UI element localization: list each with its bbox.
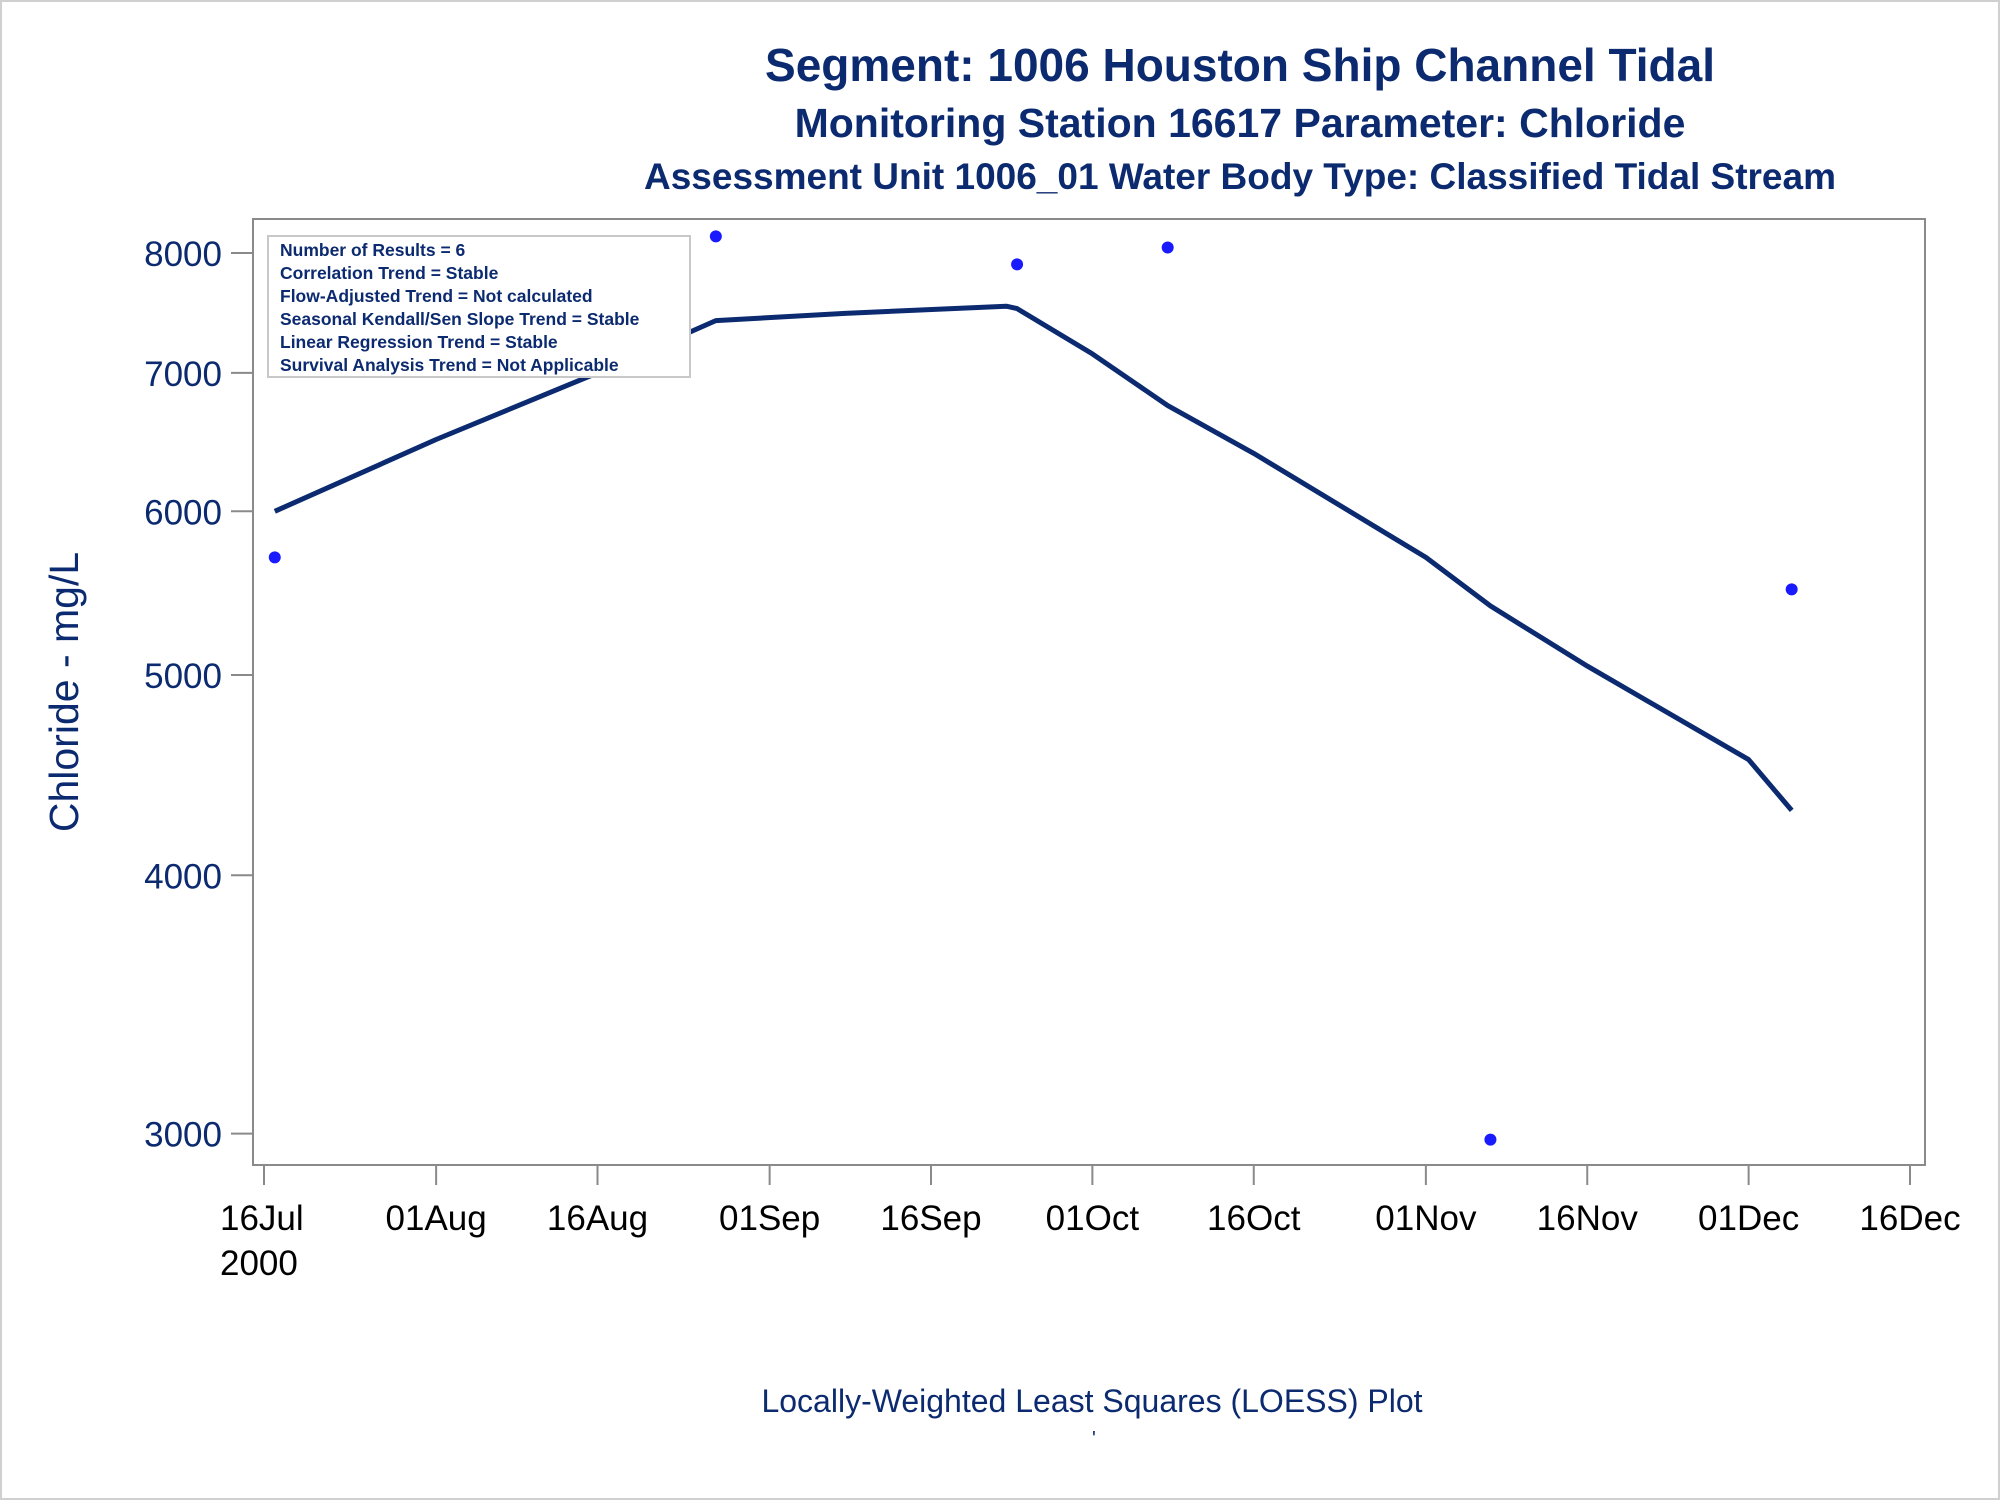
y-axis: 3000 4000 5000 6000 7000 8000 — [144, 235, 253, 1155]
stats-line: Number of Results = 6 — [280, 240, 466, 260]
chart-title: Segment: 1006 Houston Ship Channel Tidal — [765, 39, 1715, 91]
x-axis: 16Jul 2000 01Aug 16Aug 01Sep 16Sep 01Oct 16Oct 0… — [220, 1165, 1961, 1283]
y-axis-label: Chloride - mg/L — [41, 552, 87, 832]
x-tick-label: 16Nov — [1537, 1199, 1639, 1238]
stats-line: Survival Analysis Trend = Not Applicable — [280, 355, 619, 375]
x-tick-label: 16Oct — [1207, 1199, 1301, 1238]
y-tick-label: 8000 — [144, 235, 222, 274]
plot-area — [252, 218, 1926, 1166]
chart-subtitle: Monitoring Station 16617 Parameter: Chlo… — [794, 100, 1686, 146]
stats-box-frame — [267, 235, 691, 378]
x-tick-label: 16Dec — [1859, 1199, 1960, 1238]
chart-subtitle-2: Assessment Unit 1006_01 Water Body Type:… — [644, 156, 1836, 197]
stats-line: Seasonal Kendall/Sen Slope Trend = Stabl… — [280, 309, 640, 329]
loess-line — [273, 303, 1794, 813]
data-point — [1161, 241, 1174, 254]
data-point — [1785, 583, 1798, 596]
y-tick-label: 6000 — [144, 493, 222, 532]
footer-mark: ' — [1092, 1428, 1096, 1450]
data-point — [1011, 258, 1024, 271]
y-tick-label: 5000 — [144, 657, 222, 696]
y-tick-label: 7000 — [144, 355, 222, 394]
x-tick-label: 01Dec — [1698, 1199, 1799, 1238]
x-tick-label: 16Aug — [547, 1199, 648, 1238]
stats-line: Correlation Trend = Stable — [280, 263, 499, 283]
x-tick-label: 01Nov — [1375, 1199, 1477, 1238]
data-point — [1484, 1133, 1497, 1146]
x-tick-label: 16Sep — [880, 1199, 981, 1238]
x-tick-label: 01Sep — [719, 1199, 820, 1238]
chart-footer: Locally-Weighted Least Squares (LOESS) P… — [761, 1383, 1422, 1419]
x-tick-label: 01Aug — [386, 1199, 487, 1238]
y-tick-label: 3000 — [144, 1116, 222, 1155]
x-tick-sublabel: 2000 — [220, 1244, 298, 1283]
data-point — [709, 230, 722, 243]
y-tick-label: 4000 — [144, 857, 222, 896]
stats-line: Flow-Adjusted Trend = Not calculated — [280, 286, 593, 306]
stats-box: Number of Results = 6 Correlation Trend =… — [267, 235, 691, 378]
data-point — [268, 551, 281, 564]
data-points — [268, 230, 1798, 1146]
x-tick-label: 01Oct — [1046, 1199, 1140, 1238]
x-tick-label: 16Jul — [220, 1199, 304, 1238]
stats-line: Linear Regression Trend = Stable — [280, 332, 558, 352]
